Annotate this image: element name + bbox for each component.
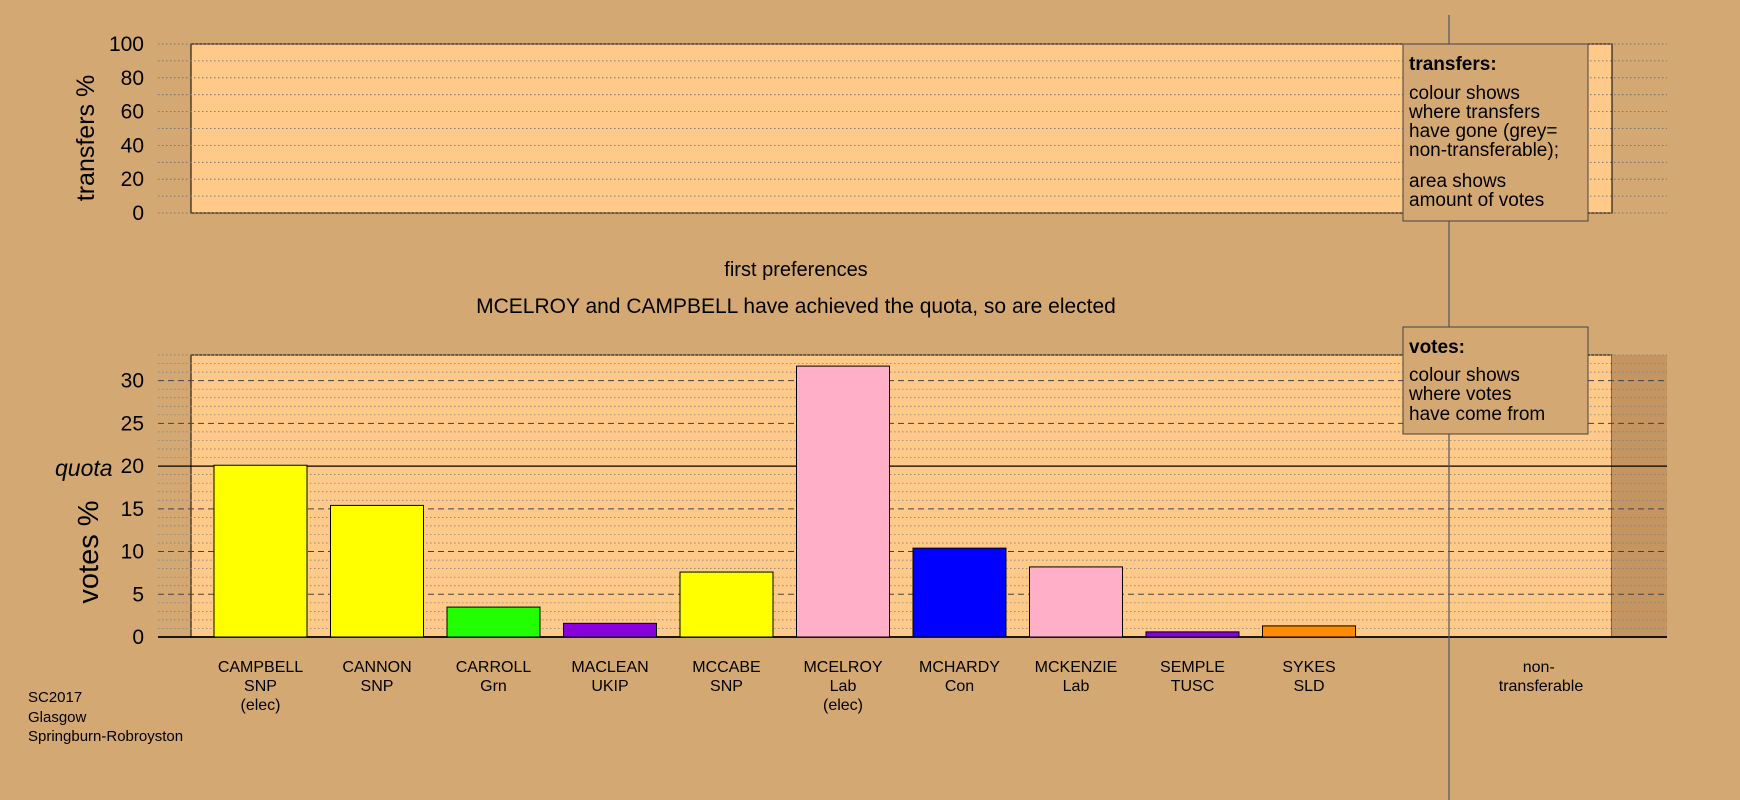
y-tick-label: 5 — [132, 583, 144, 606]
legend-votes-box — [1402, 326, 1589, 435]
candidate-name: MCHARDY — [919, 659, 1000, 676]
y-tick-label: 0 — [132, 202, 144, 225]
candidate-party: TUSC — [1171, 678, 1215, 695]
legend-votes-title: votes: — [1409, 337, 1465, 358]
y-tick-label: 30 — [121, 370, 144, 393]
legend-transfers-line: non-transferable); — [1409, 140, 1559, 161]
votes-shade-right — [1612, 355, 1667, 637]
candidate-party: Lab — [830, 678, 857, 695]
candidate-party: UKIP — [591, 678, 628, 695]
candidate-party: SLD — [1293, 678, 1324, 695]
quota-label: quota — [55, 455, 113, 481]
candidate-party: SNP — [244, 678, 277, 695]
headline: MCELROY and CAMPBELL have achieved the q… — [476, 295, 1116, 318]
y-tick-label: 100 — [109, 33, 144, 56]
candidate-note: (elec) — [240, 697, 280, 714]
candidate-name: MCELROY — [803, 659, 882, 676]
candidate-name: SEMPLE — [1160, 659, 1225, 676]
candidate-name: MCCABE — [692, 659, 760, 676]
legend-transfers: transfers: colour shows where transfers … — [1402, 43, 1589, 222]
nontransferable-label: non- transferable — [1499, 659, 1584, 695]
footer-line: Springburn-Robroyston — [28, 728, 183, 745]
bar-semple — [1145, 631, 1240, 638]
candidate-labels: CAMPBELL SNP (elec) CANNON SNP CARROLL Grn MACL… — [218, 659, 1336, 714]
legend-votes: votes: colour shows where votes have com… — [1402, 326, 1589, 435]
stage-label: first preferences — [724, 259, 867, 281]
footer: SC2017 Glasgow Springburn-Robroyston — [28, 689, 183, 745]
legend-transfers-line: amount of votes — [1409, 190, 1544, 211]
bar-campbell — [213, 464, 308, 638]
y-tick-label: 10 — [121, 541, 144, 564]
transfers-y-label: transfers % — [72, 75, 100, 201]
bar-mchardy — [912, 547, 1007, 638]
legend-transfers-line: colour shows — [1409, 83, 1520, 104]
y-tick-label: 0 — [132, 626, 144, 649]
legend-transfers-line: have gone (grey= — [1409, 121, 1557, 142]
candidate-party: Grn — [480, 678, 507, 695]
votes-bars — [213, 365, 1356, 638]
y-tick-label: 25 — [121, 412, 144, 435]
legend-votes-line: colour shows — [1409, 365, 1520, 386]
bar-sykes — [1262, 625, 1356, 638]
bar-maclean — [563, 622, 657, 638]
legend-transfers-title: transfers: — [1409, 54, 1497, 75]
bar-mckenzie — [1029, 566, 1123, 638]
candidate-party: SNP — [710, 678, 743, 695]
votes-y-ticks: 0 5 10 15 20 25 30 — [121, 370, 144, 649]
candidate-party: SNP — [361, 678, 394, 695]
votes-plot-area — [190, 354, 1613, 638]
candidate-party: Lab — [1063, 678, 1090, 695]
footer-line: SC2017 — [28, 689, 82, 706]
candidate-name: SYKES — [1282, 659, 1335, 676]
legend-transfers-line: area shows — [1409, 171, 1506, 192]
bar-carroll — [446, 606, 541, 638]
candidate-note: (elec) — [823, 697, 863, 714]
candidate-name: CARROLL — [456, 659, 532, 676]
y-tick-label: 60 — [121, 101, 144, 124]
y-tick-label: 15 — [121, 498, 144, 521]
legend-transfers-line: where transfers — [1408, 102, 1540, 123]
legend-votes-line: where votes — [1408, 384, 1511, 405]
candidate-name: CAMPBELL — [218, 659, 303, 676]
y-tick-label: 80 — [121, 67, 144, 90]
y-tick-label: 40 — [121, 134, 144, 157]
candidate-name: CANNON — [342, 659, 411, 676]
y-tick-label: 20 — [121, 455, 144, 478]
bar-mcelroy — [796, 365, 890, 638]
votes-y-label: votes % — [73, 500, 105, 603]
footer-line: Glasgow — [28, 709, 87, 726]
bar-mccabe — [679, 571, 774, 638]
candidate-name: MACLEAN — [571, 659, 648, 676]
legend-transfers-box — [1402, 43, 1589, 222]
candidate-party: Con — [945, 678, 974, 695]
transfers-y-ticks: 0 20 40 60 80 100 — [109, 33, 144, 225]
bar-cannon — [330, 504, 424, 638]
y-tick-label: 20 — [121, 168, 144, 191]
legend-votes-line: have come from — [1409, 404, 1545, 425]
candidate-name: MCKENZIE — [1035, 659, 1118, 676]
